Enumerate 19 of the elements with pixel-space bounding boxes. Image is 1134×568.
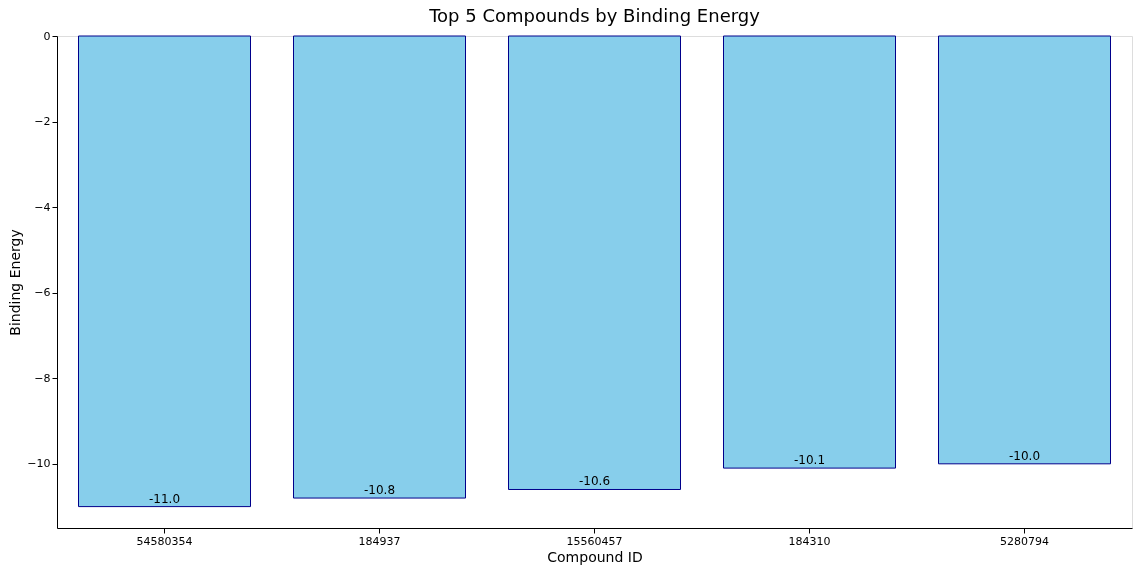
x-tick-label: 184310 bbox=[788, 534, 831, 548]
data-label: -10.0 bbox=[1008, 448, 1041, 463]
y-tick-label: −8 bbox=[34, 371, 51, 385]
x-tick-label: 5280794 bbox=[1000, 534, 1049, 548]
data-label: -10.1 bbox=[793, 453, 826, 468]
y-tick-label: −4 bbox=[34, 200, 51, 214]
data-label: -11.0 bbox=[148, 491, 181, 506]
x-tick-label: 15560457 bbox=[566, 534, 623, 548]
y-tick-label: 0 bbox=[43, 29, 51, 43]
chart-title: Top 5 Compounds by Binding Energy bbox=[428, 5, 761, 26]
data-label: -10.8 bbox=[363, 483, 396, 498]
data-label: -10.6 bbox=[578, 474, 611, 489]
x-axis-title: Compound ID bbox=[547, 548, 643, 565]
y-tick-label: −10 bbox=[27, 457, 51, 471]
x-tick-label: 184937 bbox=[358, 534, 401, 548]
x-tick-label: 54580354 bbox=[136, 534, 193, 548]
y-axis-title: Binding Energy bbox=[7, 229, 24, 336]
y-tick-label: −6 bbox=[34, 286, 51, 300]
y-tick-label: −2 bbox=[34, 115, 51, 129]
